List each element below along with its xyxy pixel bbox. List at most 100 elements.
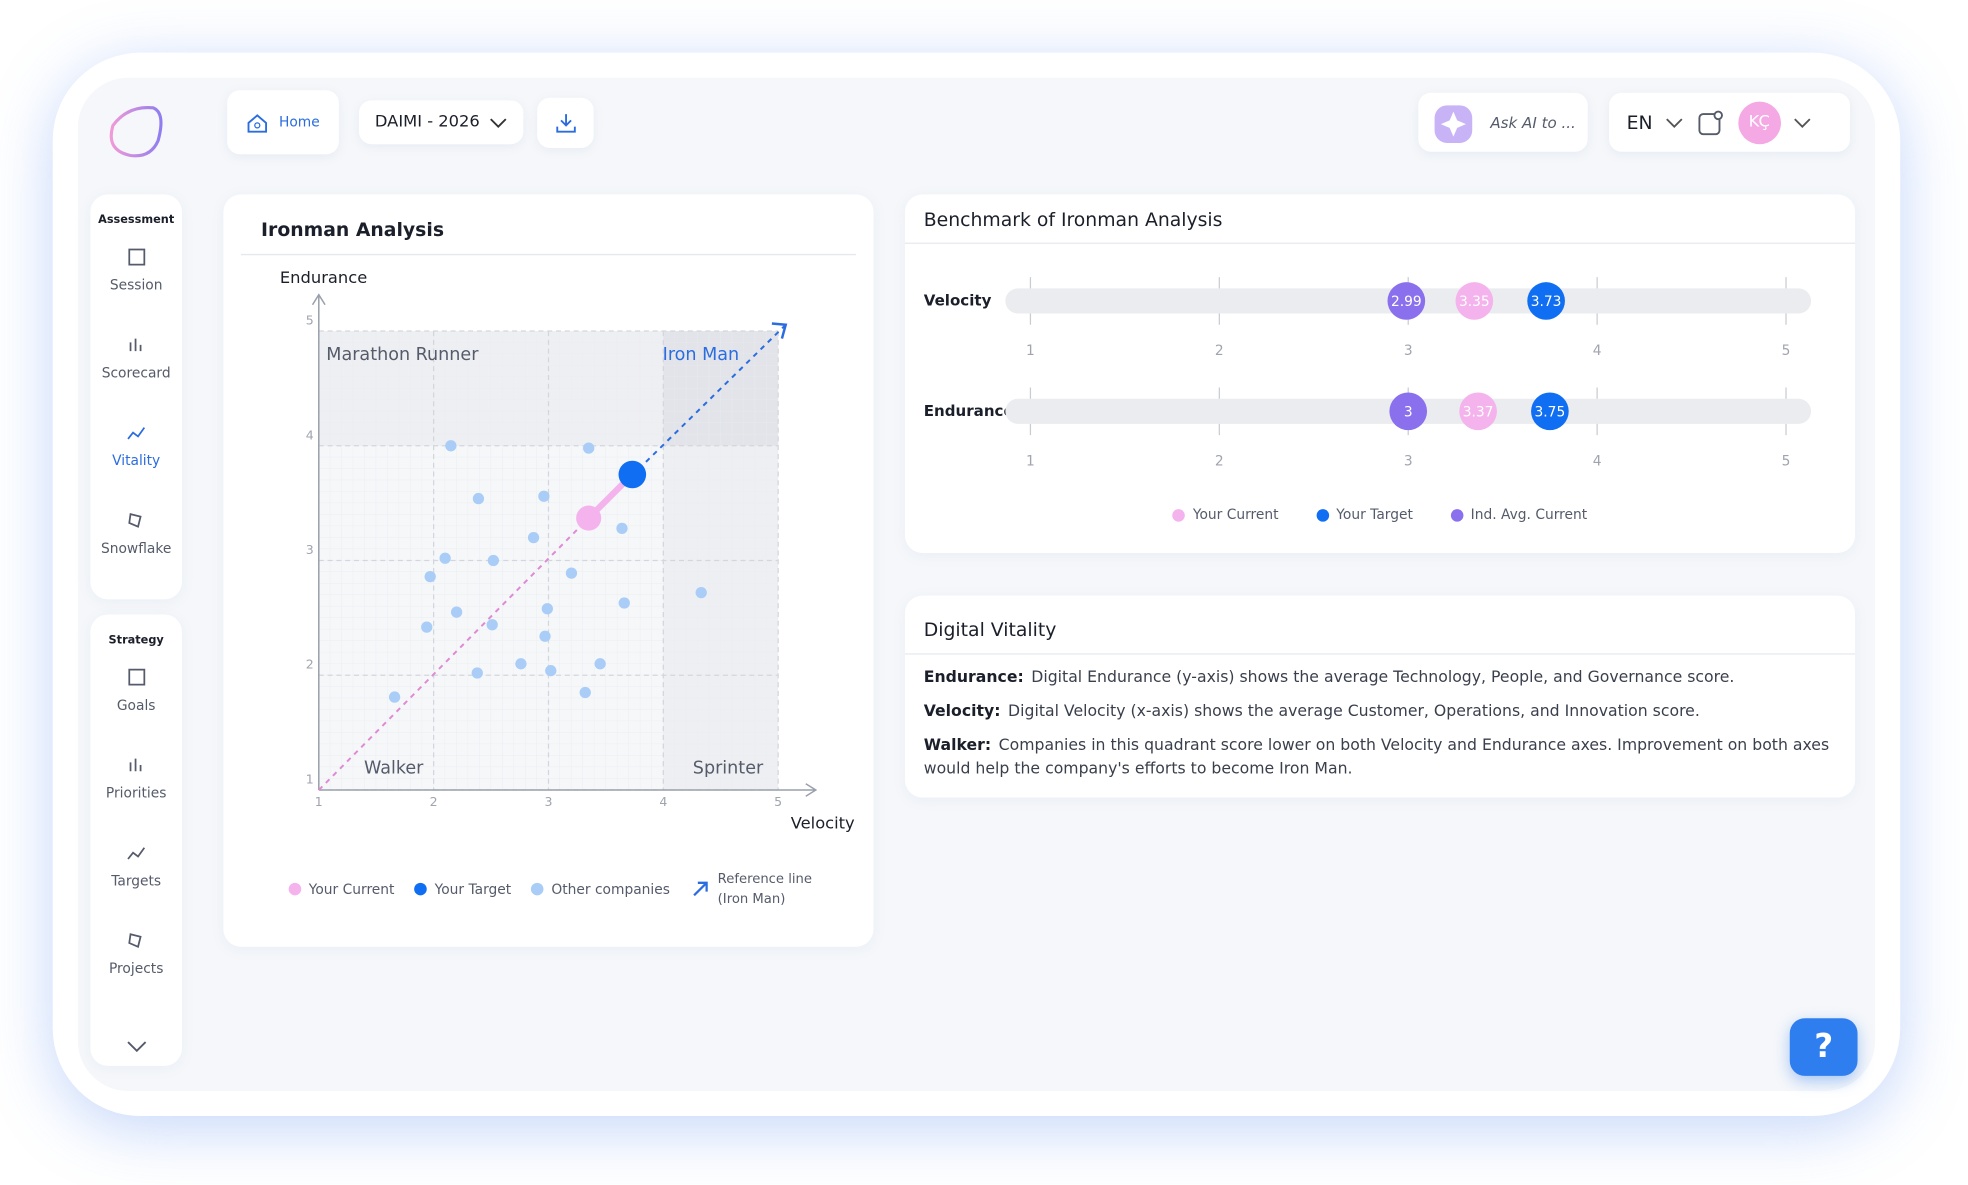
point bbox=[486, 619, 498, 631]
term: Endurance: bbox=[923, 667, 1024, 686]
icon-path bbox=[126, 427, 145, 440]
benchmark-chart: Benchmark of Ironman Analysis Velocity 1 2… bbox=[904, 210, 1856, 469]
sidebar-strategy: Strategy Goals Priorities Targets Projects bbox=[90, 614, 182, 1066]
point bbox=[616, 522, 628, 535]
x-axis-label: Velocity bbox=[791, 813, 855, 832]
description: Digital Velocity (x-axis) shows the aver… bbox=[1008, 700, 1700, 720]
reference-arrow bbox=[771, 322, 788, 339]
nav-item[interactable]: Priorities bbox=[90, 752, 182, 840]
period-select[interactable]: DAIMI - 2026 bbox=[358, 100, 524, 145]
y-axis bbox=[311, 293, 326, 791]
legend-item: Your Target bbox=[414, 881, 511, 897]
benchmark-card: Benchmark of Ironman Analysis Velocity 1 2… bbox=[904, 194, 1856, 554]
nav-icon bbox=[129, 338, 141, 352]
download-icon bbox=[555, 114, 576, 133]
point bbox=[545, 665, 557, 677]
quadrant-label: Iron Man bbox=[663, 345, 739, 365]
scatter-card: Ironman Analysis 1 2 3 4 5 1 2 3 4 5 Velocity Endur… bbox=[223, 194, 874, 947]
point bbox=[424, 570, 436, 583]
nav-section: Assessment bbox=[98, 214, 175, 227]
legend-item: Ind. Avg. Current bbox=[1450, 507, 1587, 523]
y-tick-label: 3 bbox=[306, 542, 314, 557]
y-tick-label: 1 bbox=[306, 771, 314, 786]
dot bbox=[1527, 282, 1565, 320]
description: Companies in this quadrant score lower o… bbox=[923, 734, 1830, 778]
nav-label: Scorecard bbox=[101, 364, 171, 382]
legend-swatch bbox=[414, 882, 428, 896]
nav-item[interactable]: Scorecard bbox=[90, 332, 182, 420]
nav-label: Snowflake bbox=[100, 540, 172, 557]
nav-icon bbox=[129, 758, 141, 772]
x-tick-label: 1 bbox=[1026, 343, 1035, 359]
point bbox=[576, 505, 602, 531]
nav-item[interactable]: Goals bbox=[90, 665, 182, 753]
point bbox=[487, 554, 500, 567]
point bbox=[539, 630, 551, 642]
dot bbox=[1389, 392, 1428, 431]
x-axis bbox=[318, 783, 818, 797]
point bbox=[538, 490, 550, 502]
dot bbox=[1459, 392, 1497, 431]
language[interactable]: EN bbox=[1626, 110, 1653, 134]
home-icon bbox=[247, 113, 268, 132]
point bbox=[421, 621, 433, 633]
nav-label: Projects bbox=[108, 960, 164, 977]
icon-path bbox=[127, 248, 145, 266]
help-button[interactable]: ? bbox=[1789, 1018, 1858, 1076]
y-tick-label: 4 bbox=[306, 427, 314, 442]
ask-ai[interactable]: Ask AI to ... bbox=[1418, 92, 1588, 152]
point bbox=[450, 606, 463, 618]
ai-icon bbox=[1435, 104, 1473, 143]
nav-item[interactable]: Session bbox=[90, 245, 182, 333]
value-label: 3.73 bbox=[1531, 294, 1562, 310]
nav-icon bbox=[127, 248, 145, 266]
nav-label: Priorities bbox=[105, 785, 167, 802]
point bbox=[439, 552, 451, 564]
point bbox=[471, 667, 483, 679]
icon-path bbox=[127, 668, 145, 686]
point bbox=[565, 567, 578, 579]
nav-item[interactable]: Projects bbox=[90, 928, 182, 1016]
value-label: 3.37 bbox=[1463, 405, 1494, 421]
home-button[interactable]: Home bbox=[227, 90, 339, 155]
legend-label: Your Current bbox=[1192, 506, 1279, 523]
legend-swatch bbox=[1450, 508, 1464, 522]
legend-item: Other companies bbox=[531, 881, 670, 897]
notifications[interactable] bbox=[1695, 107, 1725, 137]
logo[interactable] bbox=[103, 100, 168, 163]
avatar[interactable]: KÇ bbox=[1737, 100, 1781, 144]
vitality-item: Velocity: Digital Velocity (x-axis) shows… bbox=[924, 698, 1840, 722]
nav-item[interactable]: Snowflake bbox=[90, 508, 182, 596]
ask-ai-label: Ask AI to ... bbox=[1490, 113, 1576, 132]
point bbox=[515, 658, 527, 670]
icon-path bbox=[129, 338, 141, 352]
term: Velocity: bbox=[923, 700, 1001, 720]
x-tick-label: 5 bbox=[1782, 343, 1791, 359]
nav-icon bbox=[126, 847, 145, 860]
nav-item[interactable]: Vitality bbox=[90, 420, 182, 508]
y-axis-label: Endurance bbox=[280, 268, 367, 287]
quadrant-label: Marathon Runner bbox=[326, 345, 479, 365]
legend: Your Current Your Target Ind. Avg. Current bbox=[905, 507, 1855, 523]
quadrant-label: Sprinter bbox=[693, 759, 764, 779]
point bbox=[618, 597, 630, 609]
legend-arrow bbox=[693, 881, 708, 897]
scroll-down[interactable] bbox=[126, 1038, 149, 1053]
nav-item[interactable]: Targets bbox=[90, 840, 182, 928]
point bbox=[527, 531, 540, 544]
value-label: 3.35 bbox=[1459, 294, 1490, 310]
value-label: 2.99 bbox=[1391, 294, 1422, 310]
icon-path bbox=[127, 933, 142, 948]
chart-title: Ironman Analysis bbox=[261, 220, 444, 241]
x-tick-label: 4 bbox=[1593, 453, 1602, 469]
download-button[interactable] bbox=[537, 97, 594, 148]
y-tick-label: 5 bbox=[306, 313, 314, 328]
quadrant-label: Walker bbox=[364, 759, 424, 779]
term: Walker: bbox=[923, 734, 992, 754]
vitality-list: Endurance: Digital Endurance (y-axis) sho… bbox=[924, 665, 1840, 790]
chevron bbox=[1665, 117, 1683, 128]
legend-label: Reference line (Iron Man) bbox=[717, 871, 813, 907]
nav-icon bbox=[127, 513, 142, 528]
x-tick-label: 3 bbox=[1404, 343, 1413, 359]
x-tick-label: 2 bbox=[1215, 453, 1224, 469]
